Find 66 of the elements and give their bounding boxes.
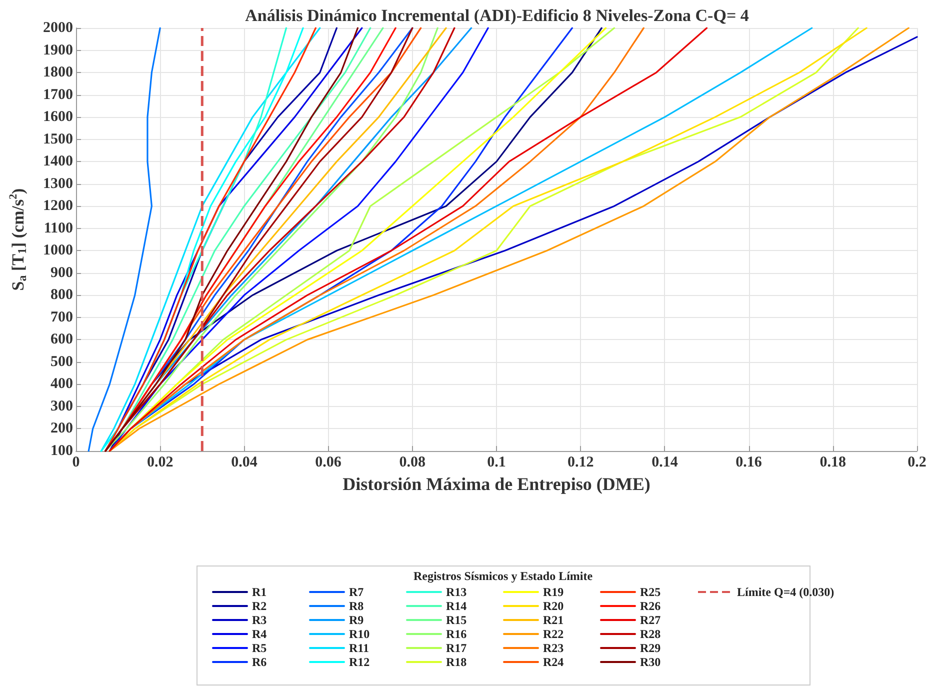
x-tick-label: 0.08 bbox=[399, 454, 426, 470]
y-tick-label: 100 bbox=[50, 443, 73, 459]
y-tick-label: 700 bbox=[50, 309, 73, 326]
y-tick-label: 500 bbox=[50, 354, 73, 370]
legend-label: R7 bbox=[349, 585, 364, 599]
y-tick-label: 900 bbox=[50, 264, 73, 281]
legend-label: R21 bbox=[543, 613, 564, 627]
y-tick-label: 300 bbox=[50, 398, 73, 414]
x-tick-label: 0.12 bbox=[567, 454, 594, 470]
x-tick-label: 0.2 bbox=[908, 454, 926, 470]
legend-label: R12 bbox=[349, 655, 370, 669]
x-tick-label: 0.02 bbox=[146, 454, 174, 470]
legend-label: R24 bbox=[543, 655, 564, 669]
y-tick-label: 1000 bbox=[43, 242, 73, 259]
legend-label: R6 bbox=[252, 655, 267, 669]
legend-label: R30 bbox=[640, 655, 661, 669]
legend-label: R4 bbox=[252, 627, 267, 641]
legend-label: R17 bbox=[446, 641, 467, 655]
legend-label: R2 bbox=[252, 599, 267, 613]
legend-label: R19 bbox=[543, 585, 564, 599]
y-tick-label: 1700 bbox=[43, 86, 73, 103]
y-tick-label: 200 bbox=[50, 420, 73, 437]
legend-label: R22 bbox=[543, 627, 564, 641]
y-tick-label: 2000 bbox=[43, 20, 73, 36]
x-tick-label: 0.18 bbox=[820, 454, 846, 470]
y-tick-label: 1200 bbox=[43, 198, 73, 214]
legend-label: R29 bbox=[640, 641, 661, 655]
y-tick-label: 800 bbox=[50, 287, 73, 304]
legend-label: R5 bbox=[252, 641, 267, 655]
y-tick-label: 1500 bbox=[43, 131, 73, 148]
legend-label: R25 bbox=[640, 585, 661, 599]
legend-label: R27 bbox=[640, 613, 661, 627]
y-tick-label: 600 bbox=[50, 332, 73, 348]
y-tick-label: 1800 bbox=[43, 64, 73, 81]
legend-label: R11 bbox=[349, 641, 370, 655]
legend-label: R9 bbox=[349, 613, 364, 627]
y-axis-title: Sa [T1] (cm/s2) bbox=[8, 188, 29, 291]
y-tick-label: 1600 bbox=[43, 109, 73, 126]
x-tick-label: 0.1 bbox=[487, 454, 506, 470]
chart-title: Análisis Dinámico Incremental (ADI)-Edificio 8 Niveles-Zona C-Q= 4 bbox=[245, 6, 750, 25]
x-tick-label: 0.06 bbox=[315, 454, 342, 470]
x-axis-title: Distorsión Máxima de Entrepiso (DME) bbox=[342, 474, 650, 494]
x-tick-label: 0.16 bbox=[736, 454, 762, 470]
y-tick-label: 400 bbox=[50, 376, 73, 392]
legend-label: R14 bbox=[446, 599, 467, 613]
y-tick-label: 1400 bbox=[43, 154, 73, 170]
legend-label: R16 bbox=[446, 627, 467, 641]
legend-label: R20 bbox=[543, 599, 564, 613]
y-tick-label: 1300 bbox=[43, 176, 73, 192]
legend-label: R23 bbox=[543, 641, 564, 655]
legend-label: R1 bbox=[252, 585, 267, 599]
legend-label: R3 bbox=[252, 613, 267, 627]
legend-label: R10 bbox=[349, 627, 370, 641]
y-tick-label: 1900 bbox=[43, 42, 73, 58]
legend-label: Límite Q=4 (0.030) bbox=[737, 585, 834, 599]
x-tick-label: 0.14 bbox=[652, 454, 678, 470]
legend-label: R28 bbox=[640, 627, 661, 641]
legend-label: R8 bbox=[349, 599, 364, 613]
legend-label: R13 bbox=[446, 585, 467, 599]
legend-label: R18 bbox=[446, 655, 467, 669]
y-tick-label: 1100 bbox=[44, 220, 73, 236]
legend-label: R15 bbox=[446, 613, 467, 627]
x-tick-label: 0.04 bbox=[231, 454, 258, 470]
x-tick-label: 0 bbox=[72, 454, 80, 470]
legend-label: R26 bbox=[640, 599, 661, 613]
legend-title: Registros Sísmicos y Estado Límite bbox=[413, 569, 594, 583]
